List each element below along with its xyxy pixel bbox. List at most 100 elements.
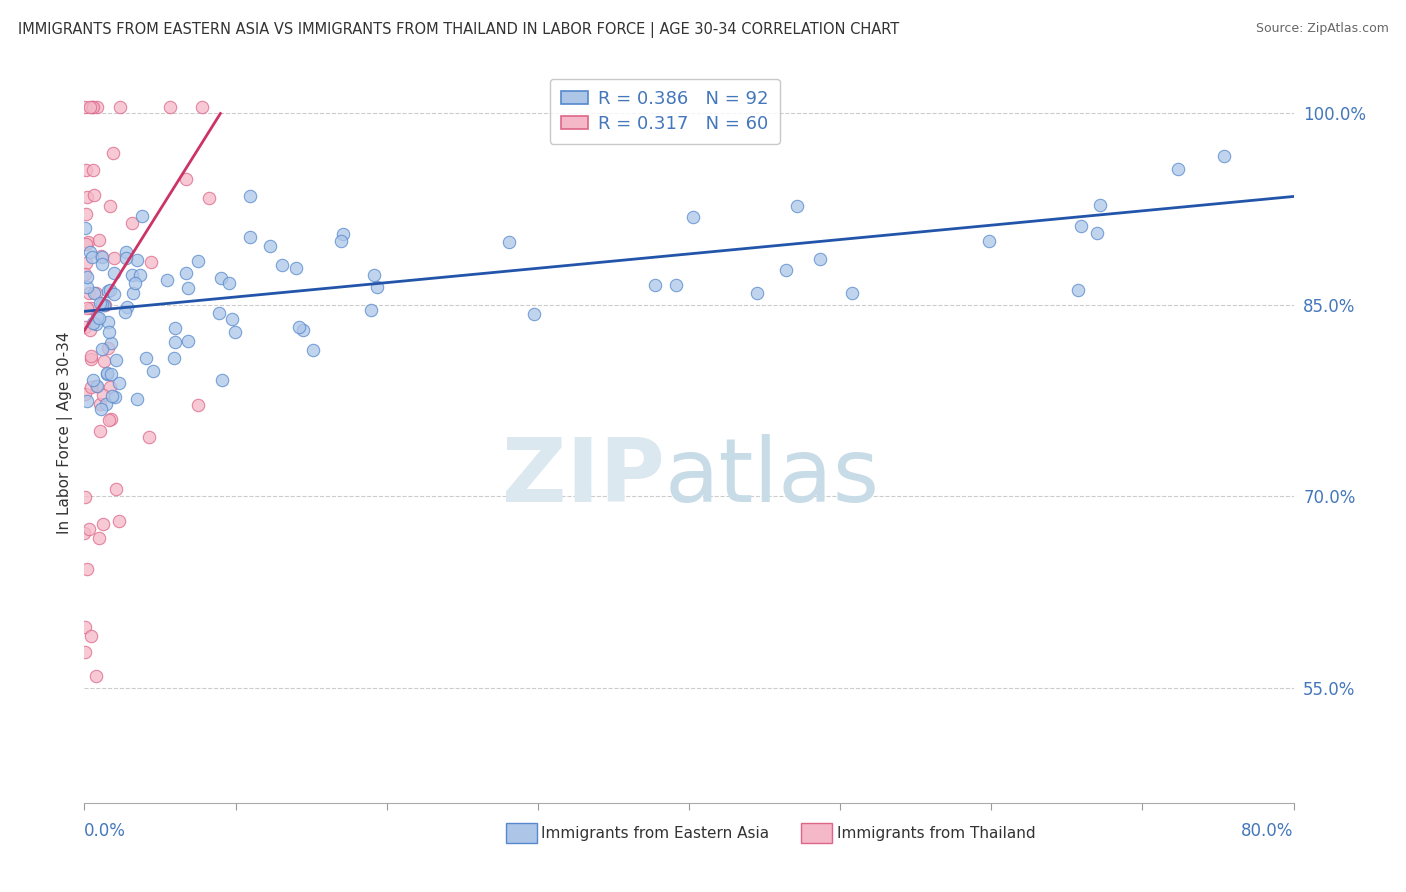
Point [330, 234, 353, 248]
Point [239, 188, 262, 202]
Point [159, 100, 181, 114]
Point [75, 645, 97, 659]
Point [163, 351, 186, 365]
Point [103, 251, 125, 265]
Point [101, 146, 124, 161]
Point [75, 207, 97, 221]
Point [174, 171, 197, 186]
Legend: R = 0.386   N = 92, R = 0.317   N = 60: R = 0.386 N = 92, R = 0.317 N = 60 [550, 78, 780, 144]
Point [75, 221, 97, 235]
Point [76, 270, 98, 285]
Point [745, 285, 768, 300]
Point [163, 321, 186, 335]
Point [138, 430, 160, 444]
Point [79, 323, 101, 337]
Point [84, 668, 107, 682]
Point [100, 335, 122, 350]
Point [101, 389, 124, 403]
Point [93, 298, 115, 312]
Point [87, 311, 110, 326]
Point [115, 245, 138, 260]
Point [165, 334, 187, 349]
Point [90, 249, 112, 263]
Point [174, 267, 197, 281]
Point [86, 378, 108, 392]
Point [82, 316, 104, 330]
Point [218, 276, 240, 290]
Point [665, 278, 688, 293]
Point [73, 267, 96, 281]
Point [187, 254, 209, 268]
Point [98, 380, 121, 394]
Point [79, 100, 101, 114]
Point [270, 259, 292, 273]
Point [89, 397, 111, 411]
Point [90, 402, 112, 417]
Point [75, 387, 97, 401]
Point [122, 285, 145, 300]
Text: Immigrants from Thailand: Immigrants from Thailand [837, 826, 1035, 840]
Point [97, 315, 120, 329]
Point [332, 227, 354, 241]
Point [127, 392, 149, 406]
Point [75, 163, 97, 178]
Point [77, 522, 100, 536]
Point [288, 320, 311, 334]
Text: IMMIGRANTS FROM EASTERN ASIA VS IMMIGRANTS FROM THAILAND IN LABOR FORCE | AGE 30: IMMIGRANTS FROM EASTERN ASIA VS IMMIGRAN… [18, 22, 900, 38]
Point [82, 374, 104, 388]
Point [1090, 197, 1112, 211]
Point [76, 301, 98, 315]
Point [209, 271, 232, 285]
Point [121, 268, 143, 282]
Point [977, 234, 1000, 248]
Point [80, 100, 103, 114]
Point [86, 310, 108, 324]
Point [114, 305, 136, 319]
Point [80, 380, 103, 394]
Text: 80.0%: 80.0% [1241, 822, 1294, 840]
Point [105, 353, 128, 368]
Point [84, 379, 107, 393]
Point [498, 235, 520, 250]
Point [135, 351, 157, 365]
Point [75, 255, 97, 269]
Point [91, 257, 114, 271]
Point [366, 280, 388, 294]
Text: 0.0%: 0.0% [84, 822, 127, 840]
Point [73, 620, 96, 634]
Point [100, 411, 122, 425]
Point [75, 100, 97, 114]
Point [97, 325, 120, 339]
Point [108, 100, 131, 114]
Point [91, 297, 114, 311]
Point [76, 562, 98, 576]
Point [83, 188, 105, 202]
Point [239, 229, 262, 244]
Point [96, 367, 118, 381]
Point [221, 311, 243, 326]
Point [98, 199, 121, 213]
Point [775, 262, 797, 277]
Point [103, 266, 125, 280]
Point [80, 301, 103, 315]
Point [108, 376, 131, 390]
Point [786, 199, 808, 213]
Point [97, 341, 120, 355]
Point [96, 397, 118, 411]
Point [156, 273, 179, 287]
Point [87, 234, 110, 248]
Point [360, 302, 382, 317]
Point [91, 388, 114, 402]
Point [644, 277, 666, 292]
Point [91, 517, 114, 532]
Point [80, 250, 103, 264]
Point [87, 532, 110, 546]
Point [84, 317, 107, 331]
Point [292, 323, 315, 337]
Point [1070, 219, 1092, 233]
Point [76, 189, 98, 203]
Point [83, 285, 105, 300]
Point [124, 277, 146, 291]
Point [76, 280, 98, 294]
Point [97, 284, 120, 298]
